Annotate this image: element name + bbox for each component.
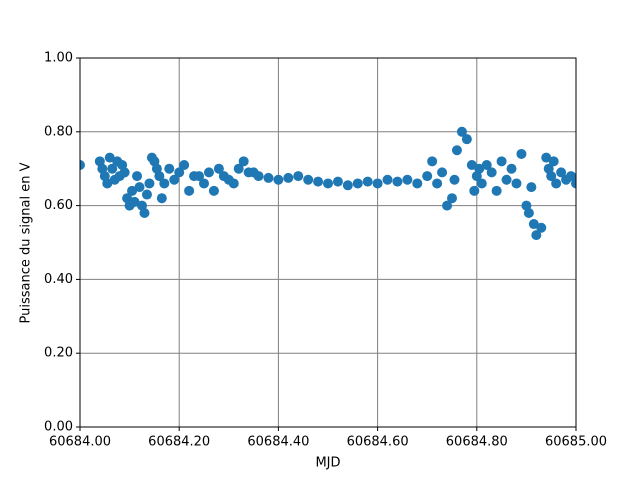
- point: [432, 178, 443, 189]
- point: [382, 174, 393, 185]
- point: [352, 178, 363, 189]
- y-tick-label: 0.20: [44, 346, 73, 361]
- point: [132, 171, 143, 182]
- plot-frame: [79, 57, 577, 428]
- point: [516, 148, 527, 159]
- point: [449, 174, 460, 185]
- point: [541, 152, 552, 163]
- point: [134, 182, 145, 193]
- point: [442, 200, 453, 211]
- point: [528, 219, 539, 230]
- point: [412, 178, 423, 189]
- point: [531, 230, 542, 241]
- point: [104, 152, 115, 163]
- point: [437, 167, 448, 178]
- point: [526, 182, 537, 193]
- point: [466, 160, 477, 171]
- point: [313, 176, 324, 187]
- point: [506, 163, 517, 174]
- point: [476, 178, 487, 189]
- point: [523, 207, 534, 218]
- point: [491, 185, 502, 196]
- point: [80, 160, 85, 171]
- point: [144, 178, 155, 189]
- point: [451, 145, 462, 156]
- point: [141, 189, 152, 200]
- points: [80, 126, 576, 241]
- point: [102, 178, 113, 189]
- point: [342, 180, 353, 191]
- x-tick-label: 60684.40: [247, 435, 309, 450]
- point: [566, 171, 576, 182]
- point: [469, 185, 480, 196]
- point: [253, 171, 264, 182]
- point: [127, 185, 138, 196]
- point: [184, 185, 195, 196]
- point: [169, 174, 180, 185]
- point: [546, 171, 557, 182]
- point: [208, 185, 219, 196]
- point: [422, 171, 433, 182]
- point: [194, 171, 205, 182]
- point: [154, 171, 165, 182]
- point: [174, 167, 185, 178]
- point: [203, 167, 214, 178]
- point: [283, 172, 294, 183]
- point: [323, 178, 333, 189]
- point: [427, 156, 438, 167]
- point: [263, 172, 274, 183]
- point: [461, 134, 472, 145]
- x-axis-label: MJD: [315, 456, 340, 471]
- point: [481, 160, 492, 171]
- point: [139, 207, 150, 218]
- point: [293, 171, 304, 182]
- point: [392, 176, 403, 187]
- point: [119, 167, 130, 178]
- point: [303, 174, 314, 185]
- point: [556, 167, 567, 178]
- point: [474, 163, 485, 174]
- point: [456, 126, 467, 137]
- y-tick-label: 0.40: [44, 272, 73, 287]
- point: [213, 163, 224, 174]
- point: [362, 176, 373, 187]
- point: [402, 174, 413, 185]
- y-tick-label: 1.00: [44, 51, 73, 66]
- y-tick-label: 0.80: [44, 124, 73, 139]
- x-tick-label: 60684.80: [446, 435, 508, 450]
- x-tick-label: 60684.20: [148, 435, 210, 450]
- point: [179, 160, 190, 171]
- point: [159, 178, 170, 189]
- x-tick-label: 60685.00: [545, 435, 607, 450]
- point: [571, 178, 576, 189]
- point: [511, 178, 522, 189]
- point: [447, 193, 457, 204]
- point: [156, 193, 167, 204]
- point: [233, 163, 244, 174]
- point: [551, 178, 562, 189]
- point: [228, 178, 239, 189]
- point: [332, 176, 343, 187]
- y-axis-label: Puissance du signal en V: [19, 162, 34, 323]
- point: [496, 156, 507, 167]
- point: [129, 196, 140, 207]
- point: [273, 174, 284, 185]
- point: [238, 156, 249, 167]
- point: [536, 222, 547, 233]
- point: [107, 163, 118, 174]
- point: [164, 163, 175, 174]
- y-tick-label: 0.00: [44, 420, 73, 435]
- point: [199, 178, 209, 189]
- x-tick-label: 60684.60: [347, 435, 409, 450]
- point: [372, 178, 383, 189]
- y-tick-label: 0.60: [44, 198, 73, 213]
- x-tick-label: 60684.00: [49, 435, 111, 450]
- point: [501, 174, 512, 185]
- point: [548, 156, 559, 167]
- point: [486, 167, 497, 178]
